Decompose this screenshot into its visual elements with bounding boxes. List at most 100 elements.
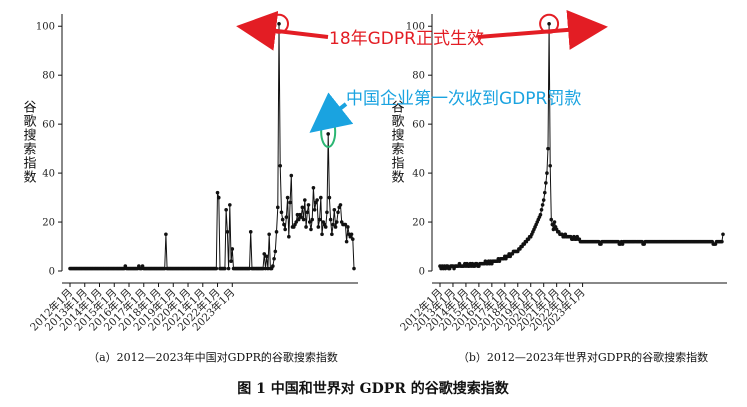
data-point [539,208,544,212]
y-tick-label: 20 [412,218,425,229]
data-point [721,232,725,237]
data-point [311,185,316,190]
data-point [224,208,228,212]
data-point [551,227,556,232]
data-point [267,232,271,237]
data-point [315,198,319,202]
blue-arrow [309,92,354,133]
data-point [538,212,543,217]
data-point [274,230,279,234]
data-point [230,247,235,251]
y-tick-label: 0 [419,267,425,278]
data-point [546,146,550,151]
annotation-gdpr-effective: 18年GDPR正式生效 [236,9,608,51]
data-point [303,198,307,202]
data-point [283,227,287,232]
data-point [330,232,334,237]
data-point [273,249,278,254]
data-point [296,217,301,222]
data-point [305,210,310,215]
data-point [343,222,348,227]
data-point [328,217,333,222]
chart-panel-a: 0204060801002012年1月2013年1月2014年1月2015年1月… [23,13,358,334]
data-point [327,195,332,200]
data-point [310,217,314,222]
y-tick-label: 20 [42,218,55,229]
caption-b: （b）2012—2023年世界对GDPR的谷歌搜索指数 [458,350,708,364]
series-line [70,23,355,270]
data-point [720,239,724,244]
annotation-gdpr-effective-text: 18年GDPR正式生效 [329,29,484,49]
data-point [346,225,350,229]
data-point [309,227,313,232]
data-point [285,195,290,200]
data-point [352,266,356,271]
data-point [301,217,306,222]
y-tick-label: 40 [412,169,425,180]
data-point [325,210,329,215]
series-line [439,23,724,270]
data-point [299,215,303,219]
data-point [540,203,545,207]
figure-title: 图 1 中国和世界对 GDPR 的谷歌搜索指数 [237,380,509,397]
data-point [338,203,343,207]
data-point [336,210,340,215]
data-point [326,132,330,136]
data-point [226,266,231,271]
data-point [228,203,232,207]
y-tick-label: 100 [36,22,55,33]
data-point [247,266,252,271]
caption-a: （a）2012—2023年中国对GDPR的谷歌搜索指数 [88,350,338,364]
data-point [317,217,322,222]
data-point [261,266,265,271]
y-tick-label: 0 [49,267,55,278]
data-point [164,232,168,237]
data-point [279,210,284,215]
data-point [306,203,311,207]
data-point [344,239,349,244]
data-point [225,230,230,234]
data-point [271,264,275,268]
y-axis-label: 谷歌搜索指数 [23,101,36,186]
data-point [304,225,308,229]
data-point [264,254,269,259]
data-point [277,21,281,26]
red-arrow-right [477,9,608,50]
data-point [262,252,267,256]
data-point [287,234,291,239]
data-point [319,195,323,200]
y-axis-label: 谷歌搜索指数 [391,101,404,186]
data-point [300,205,305,210]
data-point [542,190,547,195]
data-point [334,220,339,224]
data-point [547,21,551,26]
data-point [349,232,354,237]
data-point [331,222,335,227]
data-point [320,232,324,237]
data-point [216,195,221,200]
y-tick-label: 80 [42,71,55,82]
y-tick-label: 80 [412,71,425,82]
data-point [272,256,276,261]
y-tick-label: 100 [406,22,425,33]
chart-panel-b: 0204060801002012年1月2013年1月2014年1月2015年1月… [391,13,727,334]
data-point [229,259,233,264]
data-point [548,163,552,168]
data-point [545,171,549,175]
y-tick-label: 60 [412,120,425,131]
data-point [323,225,328,229]
y-tick-label: 40 [42,169,55,180]
data-point [288,200,292,205]
data-point [350,237,355,241]
data-point [316,225,321,229]
annotation-china-first-fine-text: 中国企业第一次收到GDPR罚款 [346,89,581,109]
data-point [333,225,338,229]
data-point [544,181,548,185]
data-point [282,222,286,227]
y-tick-label: 60 [42,120,55,131]
data-point [307,220,312,224]
data-point [162,266,167,271]
data-point [284,215,289,219]
data-point [541,198,546,202]
